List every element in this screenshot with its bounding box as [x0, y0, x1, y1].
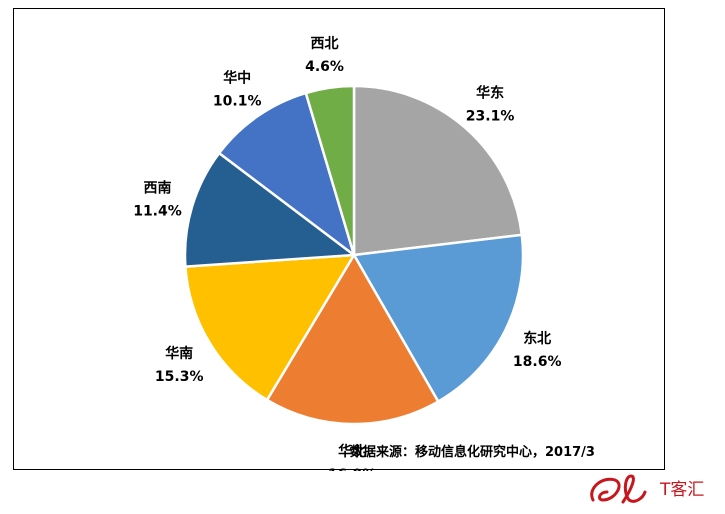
source-note: 数据来源：移动信息化研究中心，2017/3	[350, 445, 595, 460]
pie-slice-0	[352, 84, 524, 257]
slice-category-label-5: 华中	[223, 70, 251, 87]
slice-category-label-0: 华东	[476, 85, 504, 102]
watermark-text: T客汇	[660, 480, 705, 500]
pie-slice-5	[217, 91, 356, 257]
pie-slice-2	[265, 253, 440, 426]
slice-value-label-0: 23.1%	[466, 109, 515, 125]
slice-value-label-2: 16.9%	[328, 467, 377, 471]
slice-category-label-4: 西南	[144, 180, 172, 197]
watermark-logo	[590, 474, 647, 504]
slice-category-label-2: 华北	[338, 443, 366, 460]
slice-category-label-3: 华南	[165, 345, 193, 362]
pie-chart: 华东 23.1% 东北 18.6% 华北 16.9% 华南 15.3% 西南 11.4% 华中 10.…	[133, 36, 562, 471]
pie-slice-4	[183, 151, 356, 268]
pie-slice-3	[184, 253, 356, 402]
slice-category-label-6: 西北	[311, 36, 339, 52]
pie-slice-6	[304, 84, 356, 257]
slice-value-label-3: 15.3%	[155, 369, 204, 385]
slice-value-label-1: 18.6%	[513, 354, 562, 370]
slice-value-label-5: 10.1%	[213, 94, 262, 110]
slice-category-label-1: 东北	[523, 330, 551, 347]
chart-frame: 华东 23.1% 东北 18.6% 华北 16.9% 华南 15.3% 西南 11.4% 华中 10.…	[13, 8, 665, 471]
slice-value-label-6: 4.6%	[305, 59, 344, 75]
slice-value-label-4: 11.4%	[133, 204, 182, 220]
pie-slice-1	[352, 233, 525, 403]
